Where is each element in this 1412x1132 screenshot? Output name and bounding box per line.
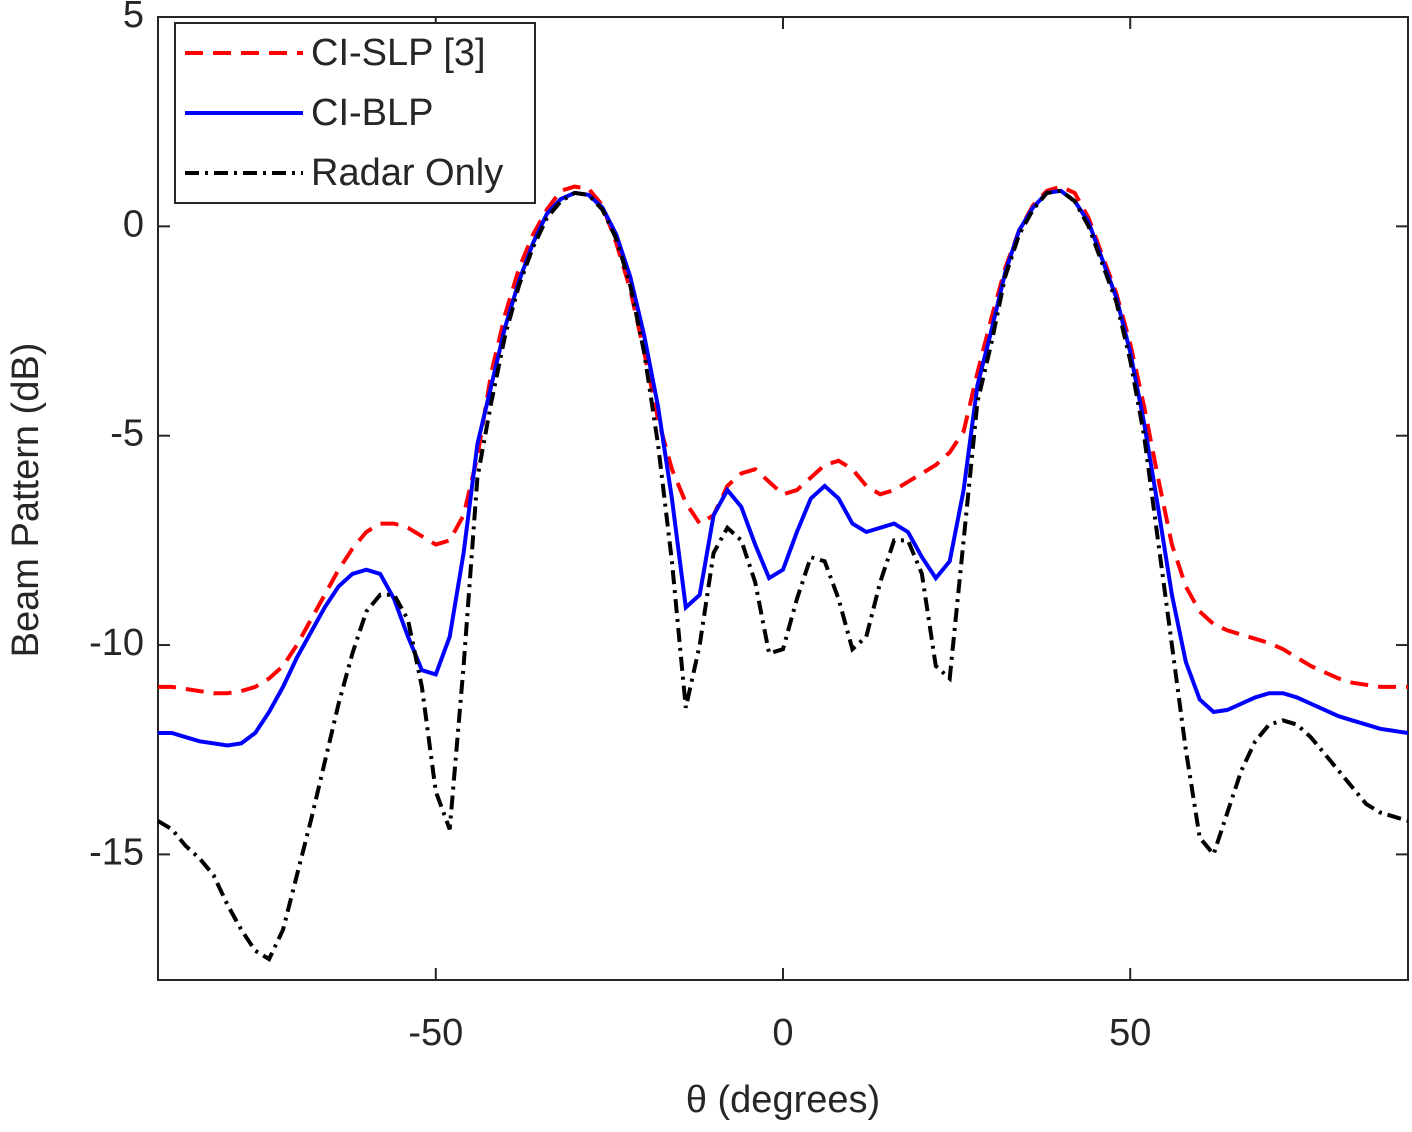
series-line [158,188,1409,748]
y-axis-label: Beam Pattern (dB) [5,343,47,658]
x-tick-label: -50 [408,1012,463,1054]
x-axis-label: θ (degrees) [686,1079,880,1121]
legend-label: Radar Only [311,152,503,194]
series-line [156,188,1409,962]
y-tick-label: 5 [123,0,144,36]
y-tick-label: -5 [110,413,144,455]
series-line [158,184,1408,696]
x-tick-label: 0 [772,1012,793,1054]
legend-label: CI-BLP [311,92,433,134]
x-tick-label: 50 [1109,1012,1151,1054]
y-tick-label: -15 [89,831,144,873]
legend-label: CI-SLP [3] [311,32,486,74]
y-tick-label: -10 [89,622,144,664]
y-tick-label: 0 [123,203,144,245]
